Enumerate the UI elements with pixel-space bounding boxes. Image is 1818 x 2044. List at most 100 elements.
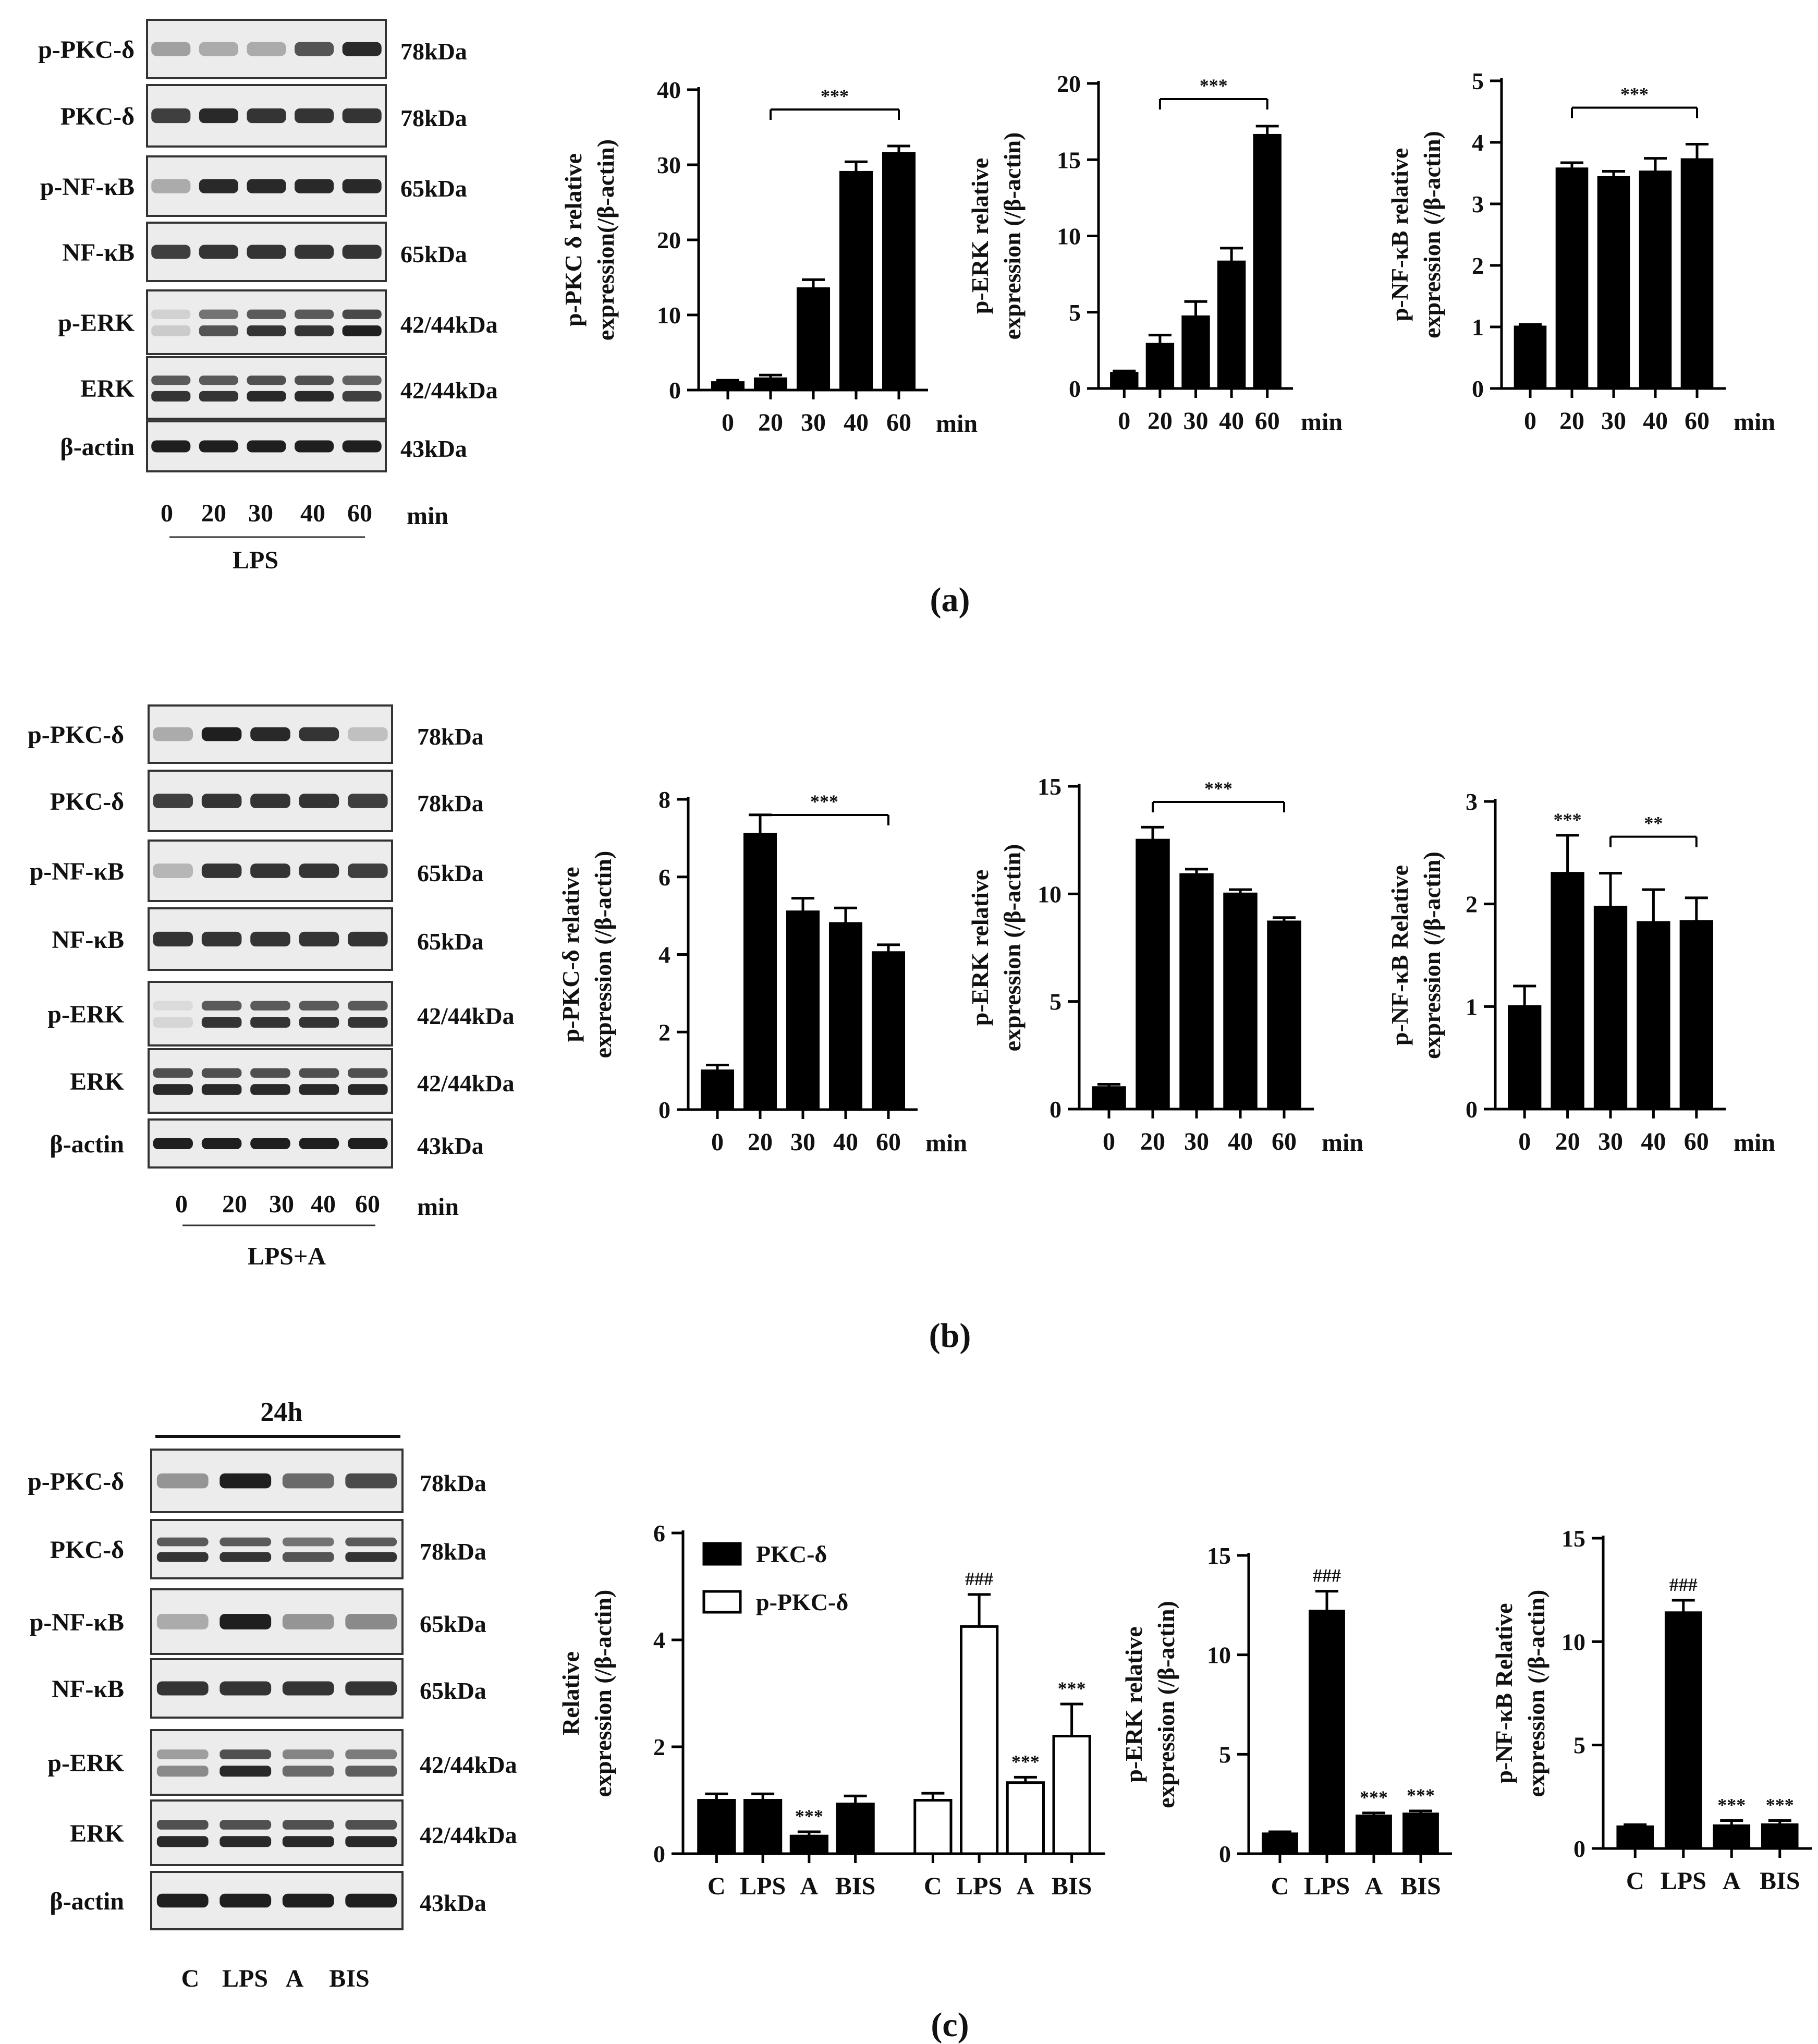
blot-row: p-ERK 42/44kDa [58, 289, 498, 355]
bar [1593, 906, 1628, 1111]
blot-band [345, 1893, 397, 1908]
blot-row-kda: 78kDa [400, 105, 467, 131]
blot-row: p-PKC-δ 78kDa [28, 704, 484, 764]
blot-row-kda: 43kDa [420, 1890, 486, 1916]
bar [839, 171, 873, 392]
significance-label: *** [795, 1806, 823, 1827]
bar [1217, 260, 1246, 390]
legend-label: PKC-δ [756, 1541, 827, 1567]
blot-panel-3: p-PKC-δ 78kDa PKC-δ 78kDa p-NF-κB 65kDa NF-κB 6… [28, 1397, 517, 1992]
blot-band-lower [156, 1836, 209, 1847]
significance-label: *** [1200, 75, 1228, 96]
blot-band [348, 794, 388, 808]
lane-label: 40 [311, 1190, 336, 1218]
bar [1679, 920, 1713, 1111]
blot-row: NF-κB 65kDa [62, 222, 467, 282]
x-tick-label: 20 [758, 409, 783, 436]
blot-row-label: ERK [70, 1068, 124, 1096]
bar [1402, 1812, 1439, 1855]
blot-band [199, 179, 238, 193]
y-axis-label: expression (/β-actin) [590, 851, 616, 1058]
significance-label: ### [1313, 1565, 1341, 1586]
blot-band-upper [156, 1820, 209, 1830]
x-tick-label: 0 [1518, 1128, 1531, 1155]
significance-label: *** [1554, 809, 1582, 830]
blot-row-label: p-NF-κB [40, 173, 135, 201]
x-tick-label: A [800, 1872, 819, 1900]
x-tick-label: BIS [835, 1872, 875, 1900]
blot-band [201, 794, 242, 808]
blot-band-lower [348, 1084, 388, 1095]
blot-band-lower [199, 325, 238, 336]
y-tick-label: 2 [658, 1019, 670, 1045]
blot-band-upper [342, 309, 382, 319]
blot-band [219, 1614, 272, 1629]
bar [1110, 372, 1139, 390]
y-tick-label: 0 [658, 1097, 670, 1123]
blot-row-label: β-actin [60, 433, 135, 461]
lane-label: BIS [329, 1965, 369, 1992]
bar [796, 287, 831, 392]
y-tick-label: 0 [1472, 375, 1484, 402]
x-tick-label: 20 [1148, 407, 1173, 435]
y-tick-label: 10 [1207, 1642, 1231, 1669]
x-tick-label: 30 [1183, 407, 1209, 435]
x-tick-label: 40 [1228, 1128, 1253, 1155]
blot-band [153, 727, 193, 741]
blot-row-kda: 42/44kDa [400, 311, 498, 338]
y-tick-label: 5 [1573, 1732, 1585, 1759]
blot-row-label: NF-κB [52, 1675, 124, 1703]
legend-swatch [702, 1542, 742, 1566]
blot-band-upper [201, 1001, 242, 1011]
blot-band [153, 931, 193, 947]
bar [1555, 167, 1589, 390]
lane-label: 60 [355, 1190, 380, 1218]
panel-label: (a) [930, 581, 970, 619]
bar [1223, 892, 1258, 1111]
bar [1006, 1781, 1045, 1855]
y-tick-label: 4 [658, 942, 670, 968]
blot-band [295, 245, 334, 259]
y-tick-label: 10 [1057, 223, 1081, 250]
chart-c3: 0 5 10 15 p-NF-κB Relative expression (/β-act… [1491, 1525, 1812, 1895]
bar [1136, 838, 1170, 1111]
treatment-label: LPS [233, 546, 278, 574]
bar [1145, 343, 1175, 390]
blot-row: NF-κB 65kDa [52, 1658, 486, 1719]
blot-band-upper [345, 1537, 397, 1547]
blot-band [156, 1473, 209, 1489]
y-tick-label: 15 [1561, 1525, 1585, 1552]
y-tick-label: 5 [1069, 299, 1081, 326]
lane-label: A [286, 1965, 304, 1992]
blot-band [201, 727, 242, 741]
blot-band-lower [156, 1552, 209, 1562]
blot-band [282, 1681, 334, 1696]
x-tick-label: 0 [1118, 407, 1130, 435]
chart-a3: 0 1 2 3 4 5 p-NF-κB relative expression (/β-act… [1386, 68, 1775, 436]
x-tick-label: 40 [1219, 407, 1244, 435]
bar [700, 1069, 735, 1111]
y-axis-label: p-ERK relative [967, 870, 993, 1026]
bar [1616, 1825, 1654, 1850]
y-axis-label: expression (/β-actin) [1523, 1590, 1549, 1797]
y-axis-label: p-NF-κB relative [1386, 148, 1413, 322]
y-tick-label: 0 [653, 1841, 665, 1867]
blot-band [219, 1681, 272, 1696]
y-tick-label: 0 [1050, 1096, 1061, 1123]
blot-band [151, 42, 191, 56]
legend-label: p-PKC-δ [756, 1589, 848, 1615]
x-tick-label: 20 [1559, 407, 1584, 435]
bar [1262, 1832, 1298, 1855]
blot-band-upper [282, 1820, 334, 1830]
blot-band-lower [199, 391, 238, 402]
y-tick-label: 10 [1561, 1628, 1585, 1655]
blot-row-kda: 42/44kDa [420, 1751, 517, 1778]
blot-band-upper [153, 1068, 193, 1078]
x-tick-label: LPS [956, 1872, 1002, 1900]
significance-label: *** [1204, 778, 1233, 799]
blot-frame [150, 1588, 404, 1655]
x-tick-label: 30 [1184, 1128, 1209, 1155]
x-tick-label: 40 [1641, 1128, 1666, 1155]
blot-band [282, 1893, 334, 1908]
